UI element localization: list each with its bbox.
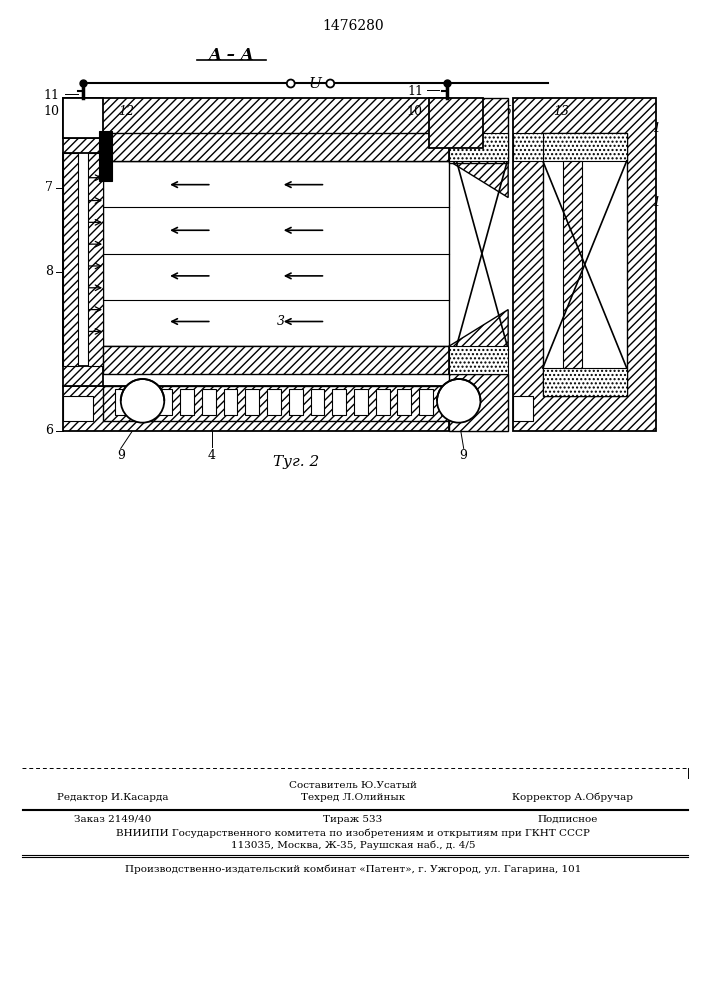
Circle shape [327,80,334,87]
Text: 6: 6 [45,424,52,437]
Bar [223,389,238,415]
Text: Редактор И.Касарда: Редактор И.Касарда [57,793,169,802]
Text: Составитель Ю.Усатый: Составитель Ю.Усатый [289,781,417,790]
Text: Корректор А.Обручар: Корректор А.Обручар [512,793,633,802]
Text: Техред Л.Олийнык: Техред Л.Олийнык [301,793,405,802]
Text: Тираж 533: Тираж 533 [323,815,382,824]
Bar [288,389,303,415]
Text: Τуг. 2: Τуг. 2 [273,455,319,469]
Bar [543,133,626,396]
Bar [64,153,78,366]
Text: U: U [308,77,322,91]
Bar [103,133,449,161]
Bar [563,161,583,368]
Bar [88,153,103,366]
Bar [449,133,508,161]
Bar [64,98,449,138]
Text: 12: 12 [118,105,134,118]
Bar [64,98,103,138]
Text: 2: 2 [613,257,621,270]
Bar [332,389,346,415]
Bar [103,386,449,421]
Bar [267,389,281,415]
Bar [99,131,112,181]
Circle shape [121,379,164,423]
Text: Заказ 2149/40: Заказ 2149/40 [74,815,151,824]
Bar [64,138,103,386]
Bar [180,389,194,415]
Bar [136,389,151,415]
Text: A – A: A – A [209,47,255,64]
Bar [115,389,129,415]
Bar [441,389,455,415]
Bar [64,153,103,366]
Bar [158,389,173,415]
Bar [513,133,543,161]
Text: 113035, Москва, Ж-35, Раушская наб., д. 4/5: 113035, Москва, Ж-35, Раушская наб., д. … [230,840,475,850]
Bar [419,389,433,415]
Text: 10: 10 [407,105,422,118]
Text: 7: 7 [45,181,52,194]
Bar [64,386,449,431]
Text: 1476280: 1476280 [322,19,384,33]
Text: 3: 3 [277,315,285,328]
Bar [310,389,325,415]
Bar [429,98,484,148]
Bar [513,98,656,431]
Bar [543,133,626,161]
Text: 9: 9 [117,449,124,462]
Bar [449,98,508,163]
Circle shape [287,80,295,87]
Polygon shape [449,310,508,374]
Text: 13: 13 [554,105,570,118]
Text: 5: 5 [91,105,99,118]
Bar [354,389,368,415]
Text: 1: 1 [653,122,660,135]
Bar [375,389,390,415]
Text: 8: 8 [45,265,52,278]
Text: 1: 1 [653,196,660,209]
Bar [397,389,411,415]
Polygon shape [449,133,508,198]
Text: 4: 4 [208,449,216,462]
Bar [64,396,93,421]
Text: Производственно-издательский комбинат «Патент», г. Ужгород, ул. Гагарина, 101: Производственно-издательский комбинат «П… [125,864,581,874]
Bar [449,346,508,374]
Text: 9: 9 [460,449,467,462]
Bar [103,346,449,374]
Bar [245,389,259,415]
Text: 5: 5 [504,105,512,118]
Bar [201,389,216,415]
Text: 10: 10 [44,105,59,118]
Bar [449,374,508,431]
Bar [543,368,626,396]
Text: ВНИИПИ Государственного комитета по изобретениям и открытиям при ГКНТ СССР: ВНИИПИ Государственного комитета по изоб… [116,828,590,838]
Text: Подписное: Подписное [537,815,597,824]
Text: 11: 11 [44,89,59,102]
Circle shape [437,379,481,423]
Bar [513,396,533,421]
Text: 11: 11 [407,85,423,98]
Bar [103,161,449,346]
